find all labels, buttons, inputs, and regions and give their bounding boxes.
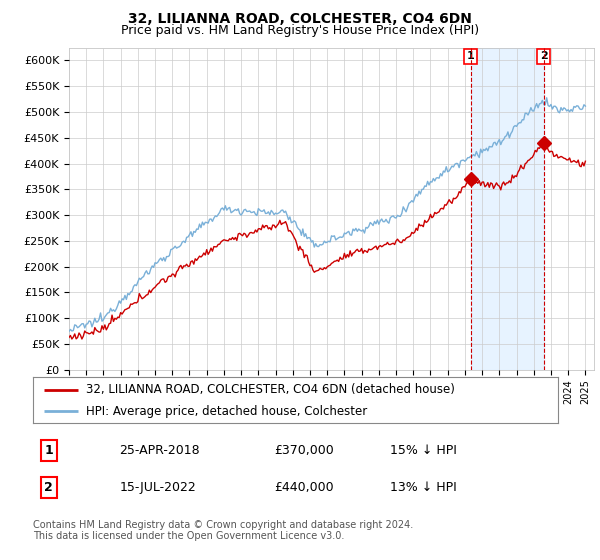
Text: 15-JUL-2022: 15-JUL-2022 (119, 481, 196, 494)
Text: Price paid vs. HM Land Registry's House Price Index (HPI): Price paid vs. HM Land Registry's House … (121, 24, 479, 36)
Text: 1: 1 (467, 52, 475, 62)
Text: 32, LILIANNA ROAD, COLCHESTER, CO4 6DN: 32, LILIANNA ROAD, COLCHESTER, CO4 6DN (128, 12, 472, 26)
Text: 15% ↓ HPI: 15% ↓ HPI (390, 444, 457, 457)
Text: 13% ↓ HPI: 13% ↓ HPI (390, 481, 457, 494)
Text: 32, LILIANNA ROAD, COLCHESTER, CO4 6DN (detached house): 32, LILIANNA ROAD, COLCHESTER, CO4 6DN (… (86, 383, 454, 396)
Text: 25-APR-2018: 25-APR-2018 (119, 444, 200, 457)
Bar (470, 48, 544, 370)
Text: 2: 2 (540, 52, 548, 62)
Text: £440,000: £440,000 (275, 481, 334, 494)
Text: 1: 1 (44, 444, 53, 457)
Text: 2: 2 (44, 481, 53, 494)
Text: £370,000: £370,000 (275, 444, 334, 457)
Text: HPI: Average price, detached house, Colchester: HPI: Average price, detached house, Colc… (86, 405, 367, 418)
Text: Contains HM Land Registry data © Crown copyright and database right 2024.
This d: Contains HM Land Registry data © Crown c… (33, 520, 413, 542)
